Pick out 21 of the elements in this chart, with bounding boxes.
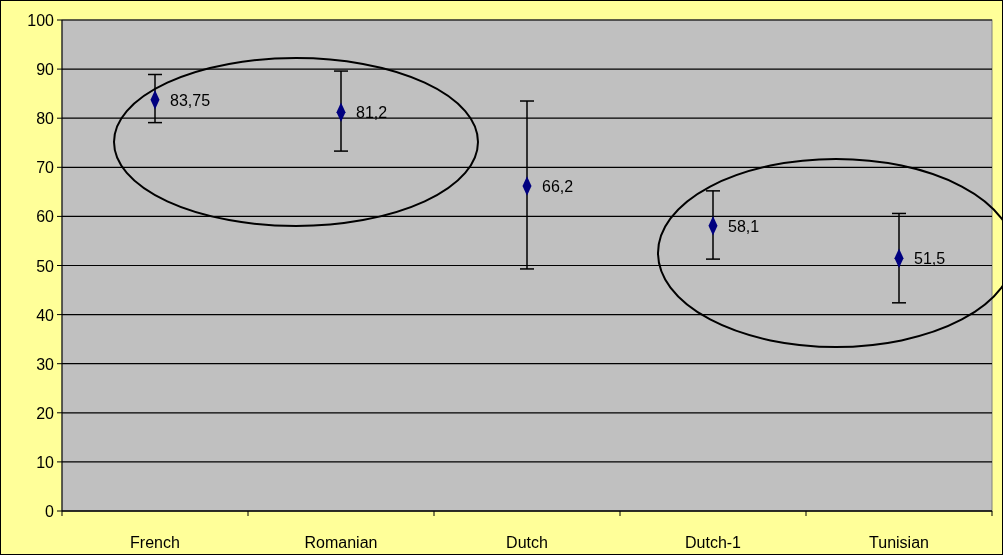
y-tick-label: 80 <box>36 110 55 128</box>
data-label: 83,75 <box>170 91 211 109</box>
x-tick-label: French <box>130 534 180 551</box>
y-tick-label: 70 <box>36 159 55 177</box>
y-tick-label: 10 <box>36 453 55 471</box>
data-label: 58,1 <box>728 217 760 235</box>
data-label: 81,2 <box>356 104 388 122</box>
data-label: 51,5 <box>914 250 946 268</box>
y-tick-label: 40 <box>36 306 55 324</box>
x-tick-label: Romanian <box>304 534 378 551</box>
y-tick-label: 0 <box>45 503 55 520</box>
x-tick-label: Dutch <box>506 534 548 551</box>
x-tick-label: Dutch-1 <box>684 534 742 551</box>
x-tick-label: Tunisian <box>869 534 929 551</box>
y-tick-label: 50 <box>36 257 55 275</box>
data-label: 66,2 <box>542 177 574 195</box>
y-tick-label: 60 <box>36 208 55 226</box>
y-tick-label: 90 <box>36 61 55 79</box>
y-tick-label: 100 <box>27 12 55 29</box>
y-tick-label: 20 <box>36 404 55 422</box>
y-tick-label: 30 <box>36 355 55 373</box>
